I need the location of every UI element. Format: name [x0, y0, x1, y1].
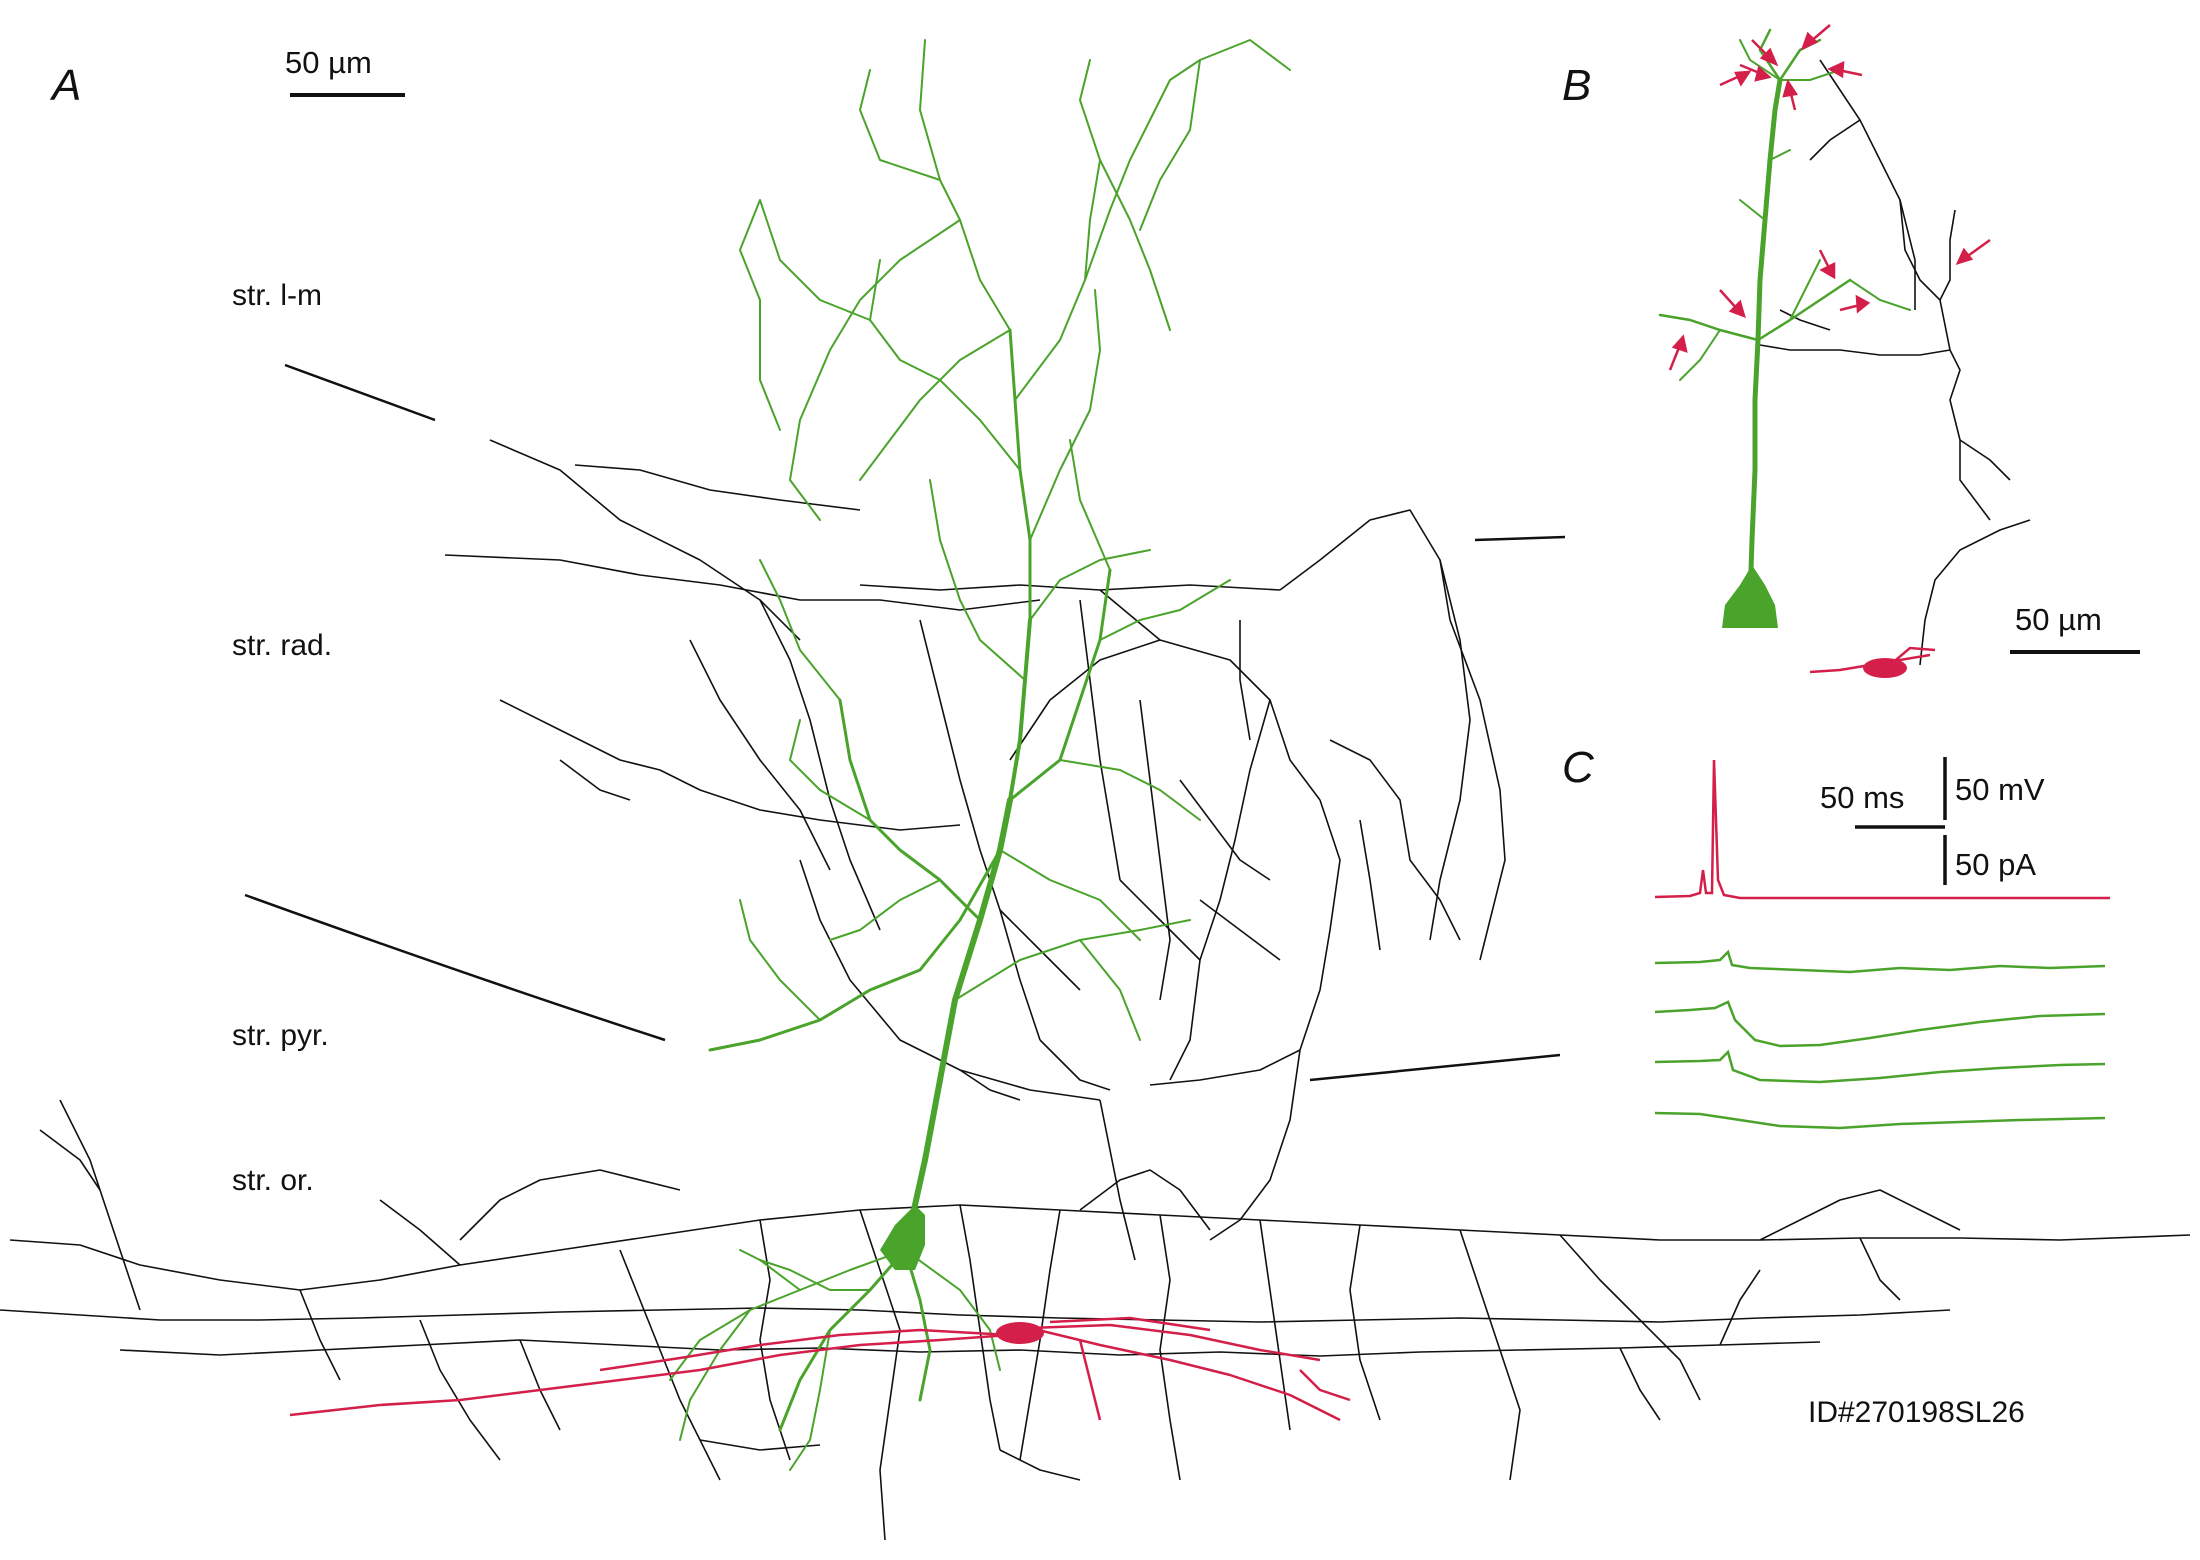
arrow-icon: [1827, 60, 1845, 79]
lm-rad-boundary-left: [284, 363, 436, 422]
arrow-icon: [1955, 247, 1974, 266]
interneuron-dendrites: [289, 1316, 1351, 1422]
interneuron-axon: [0, 439, 2191, 1541]
panel-b: B: [1562, 24, 2140, 678]
layer-label-or: str. or.: [232, 1164, 314, 1197]
specimen-id-label: ID#270198SL26: [1808, 1396, 2025, 1429]
postsynaptic-traces: [1654, 949, 2106, 1130]
layer-label-rad: str. rad.: [232, 629, 332, 662]
panel-b-letter: B: [1562, 61, 1591, 110]
pyramidal-cell: [669, 39, 1291, 1471]
panel-c-letter: C: [1562, 743, 1595, 792]
panel-b-interneuron-soma: [1863, 658, 1907, 678]
panel-b-axon: [1759, 59, 2031, 666]
arrow-icon: [1782, 79, 1799, 98]
postsynaptic-trace-3: [1654, 1049, 2106, 1084]
layer-boundaries: [244, 363, 1566, 1082]
panel-b-pyramidal-soma: [1722, 565, 1778, 628]
interneuron-soma: [996, 1322, 1044, 1344]
current-scale-text: 50 pA: [1955, 847, 2036, 882]
arrow-icon: [1728, 299, 1746, 319]
panel-c: C 50 ms 50 mV 50 pA: [1562, 743, 2110, 1130]
layer-label-pyr: str. pyr.: [232, 1019, 329, 1052]
layer-label-lm: str. l-m: [232, 279, 322, 312]
panel-a: A 50 µm str. l-m str. rad. str. pyr. str…: [0, 39, 2191, 1541]
pyramidal-soma: [880, 1205, 925, 1270]
postsynaptic-trace-1: [1654, 949, 2106, 974]
contact-arrows: [1668, 24, 1991, 371]
lm-rad-boundary-right: [1474, 535, 1566, 542]
apical-dendrite-trunk: [902, 797, 1013, 1253]
voltage-scale-text: 50 mV: [1955, 772, 2045, 807]
panel-b-pyramidal-cell: [1658, 28, 1911, 603]
arrow-icon: [1754, 65, 1772, 82]
arrow-icon: [1734, 70, 1752, 87]
rad-pyr-boundary-left: [244, 893, 666, 1042]
arrow-icon: [1759, 47, 1779, 67]
panel-a-letter: A: [49, 61, 81, 110]
arrow-icon: [1671, 334, 1688, 353]
panel-a-scale-text: 50 µm: [285, 45, 372, 80]
postsynaptic-trace-2: [1654, 1000, 2106, 1048]
time-scale-text: 50 ms: [1820, 780, 1904, 815]
arrow-icon: [1819, 261, 1836, 280]
postsynaptic-trace-4: [1654, 1111, 2106, 1130]
presynaptic-spike-trace: [1654, 759, 2110, 900]
arrow-icon: [1800, 31, 1819, 51]
arrow-icon: [1855, 294, 1871, 314]
rad-pyr-boundary-right: [1309, 1053, 1561, 1082]
panel-b-scale-text: 50 µm: [2015, 602, 2102, 637]
